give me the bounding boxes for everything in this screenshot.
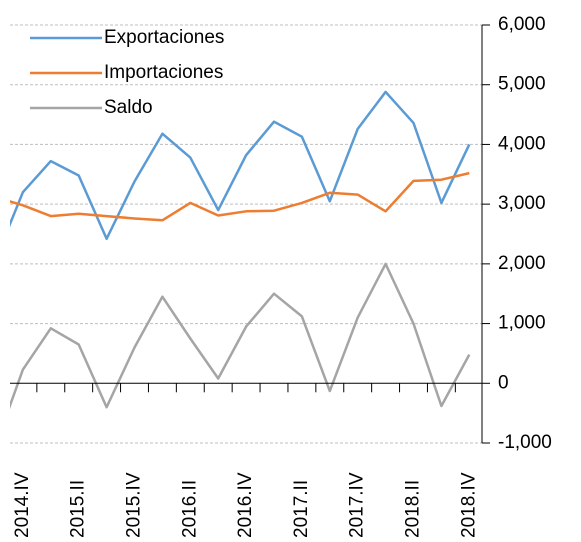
x-tick-label: 2017.IV bbox=[347, 472, 368, 538]
y-tick-label: 0 bbox=[498, 372, 509, 393]
y-tick-label: -1,000 bbox=[498, 432, 552, 453]
y-tick-label: 4,000 bbox=[498, 133, 546, 154]
legend-label: Exportaciones bbox=[104, 27, 224, 48]
x-tick-label: 2014.IV bbox=[12, 472, 33, 538]
y-tick-label: 5,000 bbox=[498, 74, 546, 95]
y-tick-label: 1,000 bbox=[498, 313, 546, 334]
x-tick-label: 2018.II bbox=[403, 480, 424, 538]
series-line bbox=[10, 262, 471, 410]
legend-label: Importaciones bbox=[104, 62, 223, 83]
y-tick-label: 6,000 bbox=[498, 14, 546, 35]
series-line bbox=[10, 171, 470, 222]
legend-label: Saldo bbox=[104, 97, 153, 118]
series-line bbox=[10, 90, 471, 241]
x-tick-label: 2016.IV bbox=[235, 472, 256, 538]
y-tick-label: 3,000 bbox=[498, 193, 546, 214]
y-tick-label: 2,000 bbox=[498, 253, 546, 274]
x-tick-label: 2018.IV bbox=[458, 472, 479, 538]
x-tick-label: 2015.IV bbox=[124, 472, 145, 538]
x-tick-label: 2015.II bbox=[68, 480, 89, 538]
x-tick-label: 2016.II bbox=[179, 480, 200, 538]
x-tick-label: 2017.II bbox=[291, 480, 312, 538]
